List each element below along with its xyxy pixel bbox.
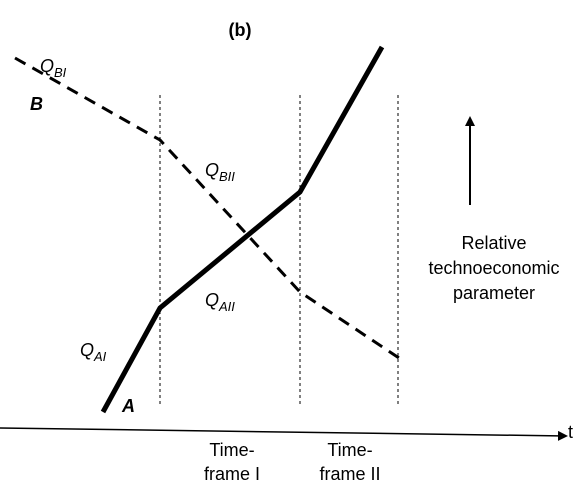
timeframe-label: frame II bbox=[319, 464, 380, 484]
curve-name: B bbox=[30, 94, 43, 114]
segment-label: QBII bbox=[205, 160, 235, 184]
axis-label: technoeconomic bbox=[428, 258, 559, 278]
curve-name: A bbox=[121, 396, 135, 416]
x-axis-label: t bbox=[568, 422, 573, 442]
label-main: Q bbox=[205, 290, 219, 310]
title: (b) bbox=[229, 20, 252, 40]
segment-label: QAII bbox=[205, 290, 235, 314]
label-main: Q bbox=[40, 56, 54, 76]
label-sub: AI bbox=[93, 349, 107, 364]
label-sub: AII bbox=[218, 299, 235, 314]
label-sub: BI bbox=[54, 65, 67, 80]
axis-label: Relative bbox=[461, 233, 526, 253]
timeframe-label: Time- bbox=[209, 440, 254, 460]
label-main: Q bbox=[205, 160, 219, 180]
label-main: Q bbox=[80, 340, 94, 360]
timeframe-label: frame I bbox=[204, 464, 260, 484]
curve-a bbox=[100, 45, 385, 414]
curve-label: QAI bbox=[80, 340, 107, 364]
curve-b bbox=[14, 56, 403, 362]
timeframe-label: Time- bbox=[327, 440, 372, 460]
axis-label: parameter bbox=[453, 283, 535, 303]
time-axis bbox=[0, 427, 568, 441]
label-sub: BII bbox=[219, 169, 235, 184]
curve-label: QBI bbox=[40, 56, 67, 80]
